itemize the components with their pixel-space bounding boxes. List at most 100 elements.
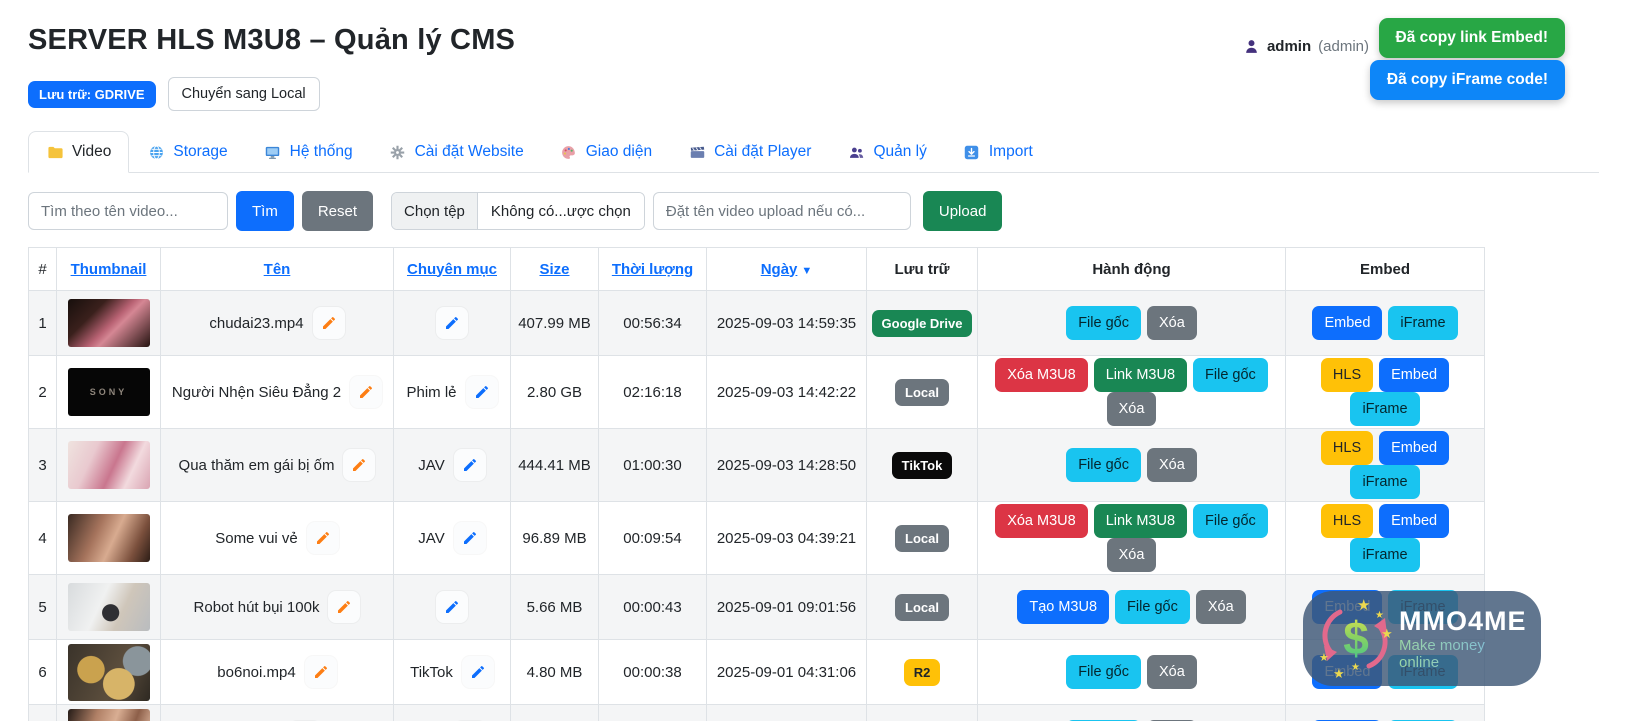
tab-storage[interactable]: Storage [129, 131, 245, 173]
edit-category-button[interactable] [436, 591, 468, 623]
embed-button[interactable]: Embed [1379, 504, 1450, 538]
video-name: Some vui vẻ [215, 529, 298, 547]
thumbnail-image[interactable] [67, 643, 150, 701]
choose-file-button[interactable]: Chọn tệp [392, 193, 478, 229]
embed-button[interactable]: iFrame [1388, 306, 1458, 340]
action-button[interactable]: Link M3U8 [1093, 504, 1188, 538]
video-size: 96.89 MB [510, 501, 599, 575]
video-duration: 01:00:30 [598, 428, 707, 502]
toast-notification-1: Đã copy iFrame code! [1369, 60, 1565, 100]
video-table-body: 1 chudai23.mp4 407.99 MB 00:56:34 2025-09-03… [28, 290, 1485, 721]
tab-label: Quản lý [873, 143, 927, 160]
action-button[interactable]: Xóa [1146, 655, 1197, 689]
edit-name-button[interactable] [312, 307, 345, 339]
thumbnail-cell [56, 501, 161, 575]
column-header-name[interactable]: Tên [160, 247, 394, 291]
action-button[interactable]: Xóa [1146, 448, 1197, 482]
tab-giao-dien[interactable]: Giao diện [542, 131, 670, 173]
switch-storage-button[interactable]: Chuyển sang Local [167, 77, 320, 111]
tab-quan-ly[interactable]: Quản lý [829, 131, 944, 173]
search-input[interactable] [28, 192, 228, 230]
table-row: 5 Robot hút bụi 100k 5.66 MB 00:00:43 2025-0… [28, 574, 1485, 640]
action-button[interactable]: Xóa [1146, 306, 1197, 340]
edit-name-button[interactable] [306, 522, 339, 554]
action-button[interactable]: File gốc [1066, 306, 1141, 340]
action-button[interactable]: Xóa M3U8 [995, 358, 1088, 392]
tab-he-thong[interactable]: Hệ thống [246, 131, 371, 173]
column-header-thumbnail[interactable]: Thumbnail [56, 247, 161, 291]
reset-button[interactable]: Reset [301, 191, 374, 231]
embed-button[interactable]: Embed [1312, 306, 1383, 340]
embed-button[interactable]: Embed [1379, 358, 1450, 392]
pencil-icon [470, 664, 486, 680]
pencil-icon [474, 384, 490, 400]
thumbnail-image[interactable] [67, 708, 150, 721]
column-header-date[interactable]: Ngày ▼ [706, 247, 867, 291]
embed-button[interactable]: iFrame [1350, 392, 1420, 426]
thumbnail-image[interactable] [67, 299, 150, 347]
edit-category-button[interactable] [436, 307, 468, 339]
upload-name-input[interactable] [652, 192, 911, 230]
row-index: 7 [28, 704, 57, 721]
edit-category-button[interactable] [461, 656, 494, 688]
edit-category-button[interactable] [465, 376, 498, 408]
globe-icon [147, 143, 165, 161]
embed-button[interactable]: HLS [1320, 431, 1374, 465]
upload-button[interactable]: Upload [922, 191, 1003, 231]
storage-badge-row: Lưu trữ: GDRIVE Chuyển sang Local [28, 77, 1599, 111]
action-button[interactable]: Tạo M3U8 [1017, 590, 1110, 624]
action-button[interactable]: File gốc [1115, 590, 1190, 624]
embed-button[interactable]: HLS [1320, 358, 1374, 392]
actions-cell: Xóa M3U8 Link M3U8 File gốc Xóa [977, 355, 1286, 429]
action-button[interactable]: File gốc [1193, 504, 1268, 538]
toolbar: Tìm Reset Chọn tệp Không có...ược chọn U… [28, 191, 1599, 231]
thumbnail-image[interactable] [67, 583, 150, 631]
edit-name-button[interactable] [350, 376, 383, 408]
tab-video[interactable]: Video [28, 131, 130, 173]
action-button[interactable]: Xóa M3U8 [995, 504, 1088, 538]
actions-cell: Xóa M3U8 Link M3U8 File gốc Xóa [977, 501, 1286, 575]
thumbnail-image[interactable] [67, 514, 150, 562]
thumbnail-cell [56, 428, 161, 502]
video-name: Qua thăm em gái bị ốm [178, 456, 335, 474]
action-button[interactable]: Xóa [1106, 538, 1157, 572]
pencil-icon [315, 530, 331, 546]
edit-name-button[interactable] [343, 449, 376, 481]
name-cell: Some vui vẻ [160, 501, 394, 575]
action-button[interactable]: File gốc [1193, 358, 1268, 392]
embed-button[interactable]: HLS [1320, 504, 1374, 538]
edit-name-button[interactable] [304, 656, 337, 688]
tab-import[interactable]: Import [945, 131, 1051, 173]
storage-cell: B2 [866, 704, 978, 721]
toast-notification-0: Đã copy link Embed! [1378, 18, 1565, 58]
thumbnail-cell [56, 574, 161, 640]
edit-category-button[interactable] [453, 522, 486, 554]
edit-name-button[interactable] [328, 591, 361, 623]
edit-category-button[interactable] [453, 449, 486, 481]
name-cell: Robot hút bụi 100k [160, 574, 394, 640]
action-button[interactable]: File gốc [1066, 448, 1141, 482]
embed-button[interactable]: iFrame [1350, 538, 1420, 572]
clapper-icon [688, 143, 706, 161]
embed-button[interactable]: Embed [1379, 431, 1450, 465]
column-header-duration[interactable]: Thời lượng [598, 247, 707, 291]
tab-label: Cài đặt Website [414, 143, 524, 160]
name-cell: chudai23.mp4 [160, 290, 394, 356]
video-size: 407.99 MB [510, 290, 599, 356]
tab-cai-dat-website[interactable]: Cài đặt Website [371, 131, 542, 173]
thumbnail-image[interactable] [67, 441, 150, 489]
search-button[interactable]: Tìm [236, 191, 294, 231]
file-input[interactable]: Chọn tệp Không có...ược chọn [391, 192, 645, 230]
category-cell: TikTok [393, 639, 511, 705]
column-header-size[interactable]: Size [510, 247, 599, 291]
embed-button[interactable]: iFrame [1350, 465, 1420, 499]
action-button[interactable]: Xóa [1195, 590, 1246, 624]
pencil-icon [358, 384, 374, 400]
column-header-category[interactable]: Chuyên mục [393, 247, 511, 291]
action-button[interactable]: Link M3U8 [1093, 358, 1188, 392]
tab-cai-dat-player[interactable]: Cài đặt Player [670, 131, 829, 173]
action-button[interactable]: File gốc [1066, 655, 1141, 689]
action-button[interactable]: Xóa [1106, 392, 1157, 426]
thumbnail-image[interactable]: SONY [67, 368, 150, 416]
